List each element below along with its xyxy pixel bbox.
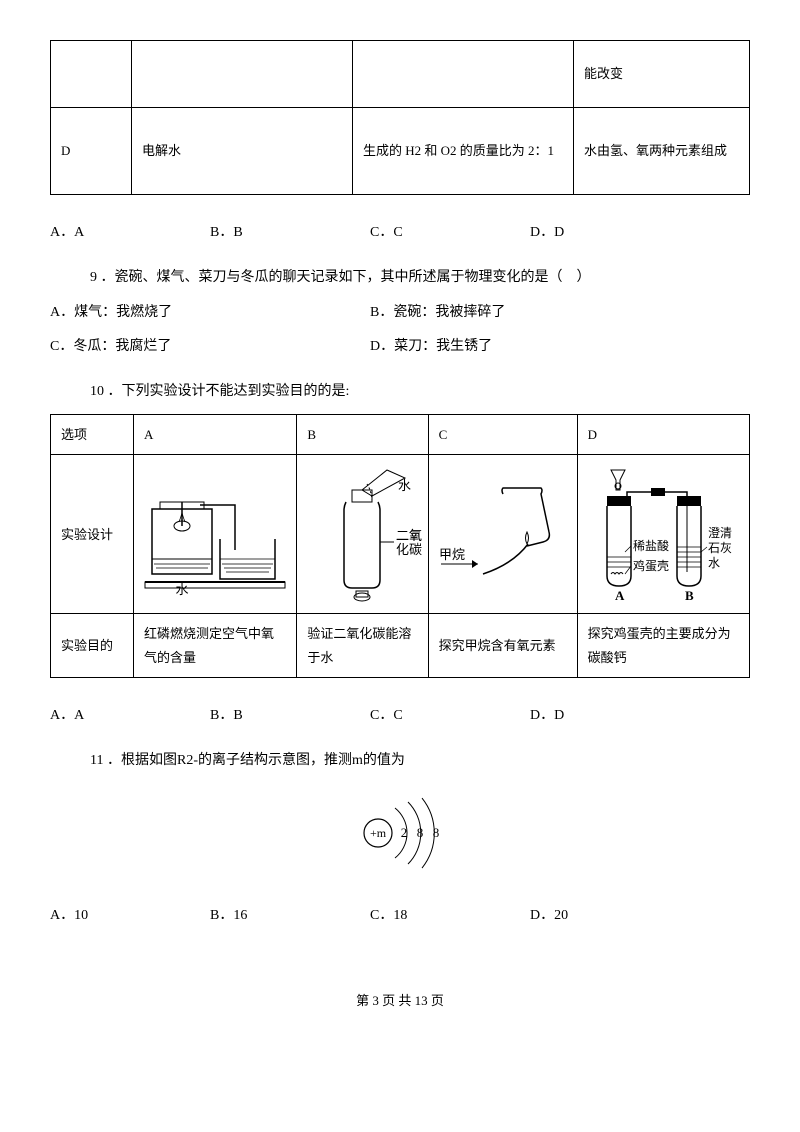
apparatus-a-icon: 水 — [140, 464, 290, 604]
svg-text:A: A — [615, 588, 625, 603]
svg-text:鸡蛋壳: 鸡蛋壳 — [633, 558, 669, 573]
row-label-purpose: 实验目的 — [51, 614, 134, 678]
experiment-table: 选项 A B C D 实验设计 — [50, 414, 750, 678]
option-c: C．18 — [370, 903, 530, 928]
option-d: D．D — [530, 703, 690, 728]
header-cell: C — [428, 414, 577, 454]
cell — [353, 41, 574, 108]
purpose-c: 探究甲烷含有氧元素 — [428, 614, 577, 678]
svg-text:8: 8 — [433, 825, 440, 840]
q9-options-row1: A．煤气：我燃烧了 B．瓷碗：我被摔碎了 — [50, 300, 690, 325]
svg-text:甲烷: 甲烷 — [439, 547, 465, 562]
cell: 生成的 H2 和 O2 的质量比为 2：1 — [353, 108, 574, 195]
ion-structure-diagram: +m 2 8 8 — [90, 788, 750, 878]
answer-options: A．A B．B C．C D．D — [50, 220, 690, 245]
option-a: A．A — [50, 703, 210, 728]
svg-text:澄清: 澄清 — [708, 525, 732, 540]
page-footer: 第 3 页 共 13 页 — [50, 989, 750, 1012]
svg-text:水: 水 — [708, 556, 720, 570]
answer-options: A．10 B．16 C．18 D．20 — [50, 903, 690, 928]
cell: 能改变 — [574, 41, 750, 108]
svg-text:石灰: 石灰 — [708, 541, 732, 555]
ion-icon: +m 2 8 8 — [350, 788, 490, 878]
svg-text:B: B — [685, 588, 694, 603]
option-d: D．D — [530, 220, 690, 245]
purpose-d: 探究鸡蛋壳的主要成分为碳酸钙 — [577, 614, 749, 678]
experiment-c-diagram: 甲烷 — [428, 455, 577, 614]
svg-text:2: 2 — [401, 825, 408, 840]
option-b: B．瓷碗：我被摔碎了 — [370, 300, 690, 325]
header-cell: A — [134, 414, 297, 454]
apparatus-b-icon: 水 二氧化碳 二氧化碳 — [302, 462, 422, 607]
svg-text:8: 8 — [417, 825, 424, 840]
svg-text:水: 水 — [398, 478, 411, 493]
option-b: B．B — [210, 703, 370, 728]
fragment-table: 能改变 D 电解水 生成的 H2 和 O2 的质量比为 2：1 水由氢、氧两种元… — [50, 40, 750, 195]
svg-text:+m: +m — [370, 826, 387, 840]
cell: 水由氢、氧两种元素组成 — [574, 108, 750, 195]
cell: 电解水 — [132, 108, 353, 195]
experiment-a-diagram: 水 — [134, 455, 297, 614]
option-a: A．A — [50, 220, 210, 245]
option-c: C．C — [370, 703, 530, 728]
svg-text:稀盐酸: 稀盐酸 — [633, 538, 669, 553]
question-11-stem: 11 ．根据如图R2-的离子结构示意图，推测m的值为 — [90, 748, 750, 773]
option-c: C．C — [370, 220, 530, 245]
purpose-a: 红磷燃烧测定空气中氧气的含量 — [134, 614, 297, 678]
experiment-d-diagram: 稀盐酸 鸡蛋壳 澄清 石灰 水 A B — [577, 455, 749, 614]
purpose-b: 验证二氧化碳能溶于水 — [297, 614, 428, 678]
answer-options: A．A B．B C．C D．D — [50, 703, 690, 728]
cell: D — [51, 108, 132, 195]
header-cell: D — [577, 414, 749, 454]
option-c: C．冬瓜：我腐烂了 — [50, 334, 370, 359]
row-label-design: 实验设计 — [51, 455, 134, 614]
option-a: A．10 — [50, 903, 210, 928]
option-d: D．20 — [530, 903, 690, 928]
header-cell: 选项 — [51, 414, 134, 454]
apparatus-c-icon: 甲烷 — [433, 464, 573, 604]
apparatus-d-icon: 稀盐酸 鸡蛋壳 澄清 石灰 水 A B — [583, 462, 743, 607]
svg-text:水: 水 — [176, 582, 189, 597]
question-10-stem: 10 ．下列实验设计不能达到实验目的的是: — [90, 379, 750, 404]
experiment-b-diagram: 水 二氧化碳 二氧化碳 — [297, 455, 428, 614]
header-cell: B — [297, 414, 428, 454]
cell — [51, 41, 132, 108]
question-9-stem: 9 ．瓷碗、煤气、菜刀与冬瓜的聊天记录如下，其中所述属于物理变化的是（ ） — [90, 265, 750, 290]
option-b: B．16 — [210, 903, 370, 928]
option-a: A．煤气：我燃烧了 — [50, 300, 370, 325]
svg-text:二氧化碳: 二氧化碳 — [396, 528, 422, 557]
q9-options-row2: C．冬瓜：我腐烂了 D．菜刀：我生锈了 — [50, 334, 690, 359]
cell — [132, 41, 353, 108]
option-d: D．菜刀：我生锈了 — [370, 334, 690, 359]
option-b: B．B — [210, 220, 370, 245]
